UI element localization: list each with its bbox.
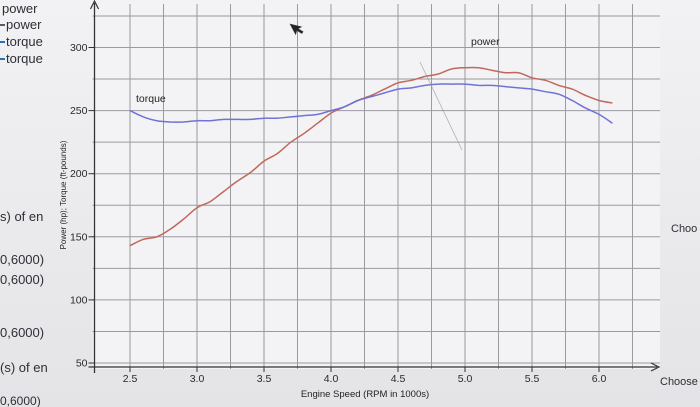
x-tick-label: 2.5	[123, 373, 138, 385]
right-item-0[interactable]: Choo	[671, 223, 697, 235]
pen-mark	[419, 61, 463, 151]
y-tick-label: 150	[70, 231, 88, 243]
left-answer-panel: power power torque torque s) of en 0,600…	[0, 1, 48, 407]
plot-background	[92, 2, 660, 369]
series-line-power	[129, 66, 613, 247]
mouse-pointer-icon	[289, 23, 304, 36]
legend-swatch-3	[0, 58, 5, 60]
y-tick-label: 300	[70, 42, 88, 54]
left-item-5[interactable]: 0,6000)	[0, 252, 44, 267]
x-tick-label: 5.0	[458, 373, 473, 385]
x-tick-label: 3.0	[190, 373, 205, 385]
left-item-2[interactable]: torque	[6, 34, 43, 49]
left-item-7[interactable]: 0,6000)	[0, 325, 44, 340]
grid	[92, 4, 660, 369]
x-axis-arrow-icon	[650, 362, 661, 372]
left-item-4: s) of en	[0, 209, 43, 224]
legend-swatch-2	[0, 41, 5, 43]
x-tick-label: 4.5	[391, 373, 406, 385]
right-answer-panel: Choo Choose	[660, 223, 698, 388]
annotation-power: power	[471, 36, 500, 48]
y-tick-label: 50	[76, 358, 88, 370]
x-axis-title: Engine Speed (RPM in 1000s)	[301, 389, 429, 400]
annotations: torque power	[136, 36, 500, 105]
annotation-torque: torque	[136, 93, 166, 105]
left-item-9[interactable]: 0,6000)	[0, 394, 41, 407]
x-tick-label: 6.0	[592, 373, 607, 385]
y-axis-title: Power (hp); Torque (ft-pounds)	[59, 140, 68, 249]
series-line-torque	[129, 83, 613, 124]
y-axis-arrow-icon	[89, 0, 100, 10]
legend-swatch-1	[0, 24, 5, 26]
x-tick-label: 5.5	[525, 373, 540, 385]
tick-marks	[88, 47, 600, 372]
right-item-1[interactable]: Choose	[660, 376, 698, 388]
axes	[88, 0, 661, 373]
y-tick-label: 100	[70, 294, 88, 306]
left-item-0[interactable]: power	[2, 1, 38, 16]
left-item-1[interactable]: power	[6, 17, 42, 32]
tick-labels: 50 100 150 200 250 300 2.5 3.0 3.5 4.0 4.5 5.0 5.5 6.…	[70, 42, 606, 385]
x-tick-label: 4.0	[324, 373, 339, 385]
series-lines	[129, 66, 613, 247]
left-item-6[interactable]: 0,6000)	[0, 272, 44, 287]
y-tick-label: 250	[70, 105, 88, 117]
plot-area	[92, 2, 660, 369]
left-item-3[interactable]: torque	[6, 51, 43, 66]
left-item-8: (s) of en	[0, 360, 48, 375]
x-tick-label: 3.5	[257, 373, 272, 385]
y-tick-label: 200	[70, 168, 88, 180]
